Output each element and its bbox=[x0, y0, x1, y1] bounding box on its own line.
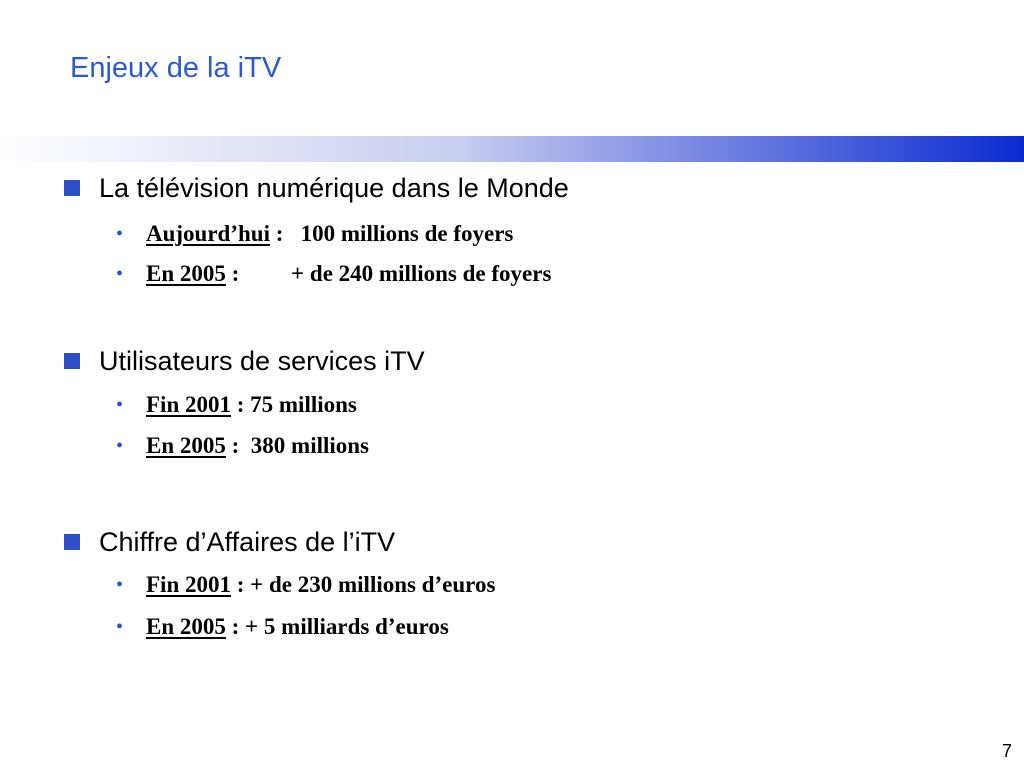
square-bullet-icon bbox=[64, 534, 80, 550]
list-item: • En 2005 : + de 240 millions de foyers bbox=[116, 260, 551, 288]
item-label: En 2005 bbox=[146, 614, 226, 639]
item-value: : 100 millions de foyers bbox=[269, 221, 514, 246]
square-bullet-icon bbox=[64, 353, 80, 369]
dot-bullet-icon: • bbox=[116, 434, 124, 457]
item-label: Fin 2001 bbox=[146, 392, 231, 417]
dot-bullet-icon: • bbox=[116, 393, 124, 416]
section-heading: Utilisateurs de services iTV bbox=[64, 344, 425, 378]
section-heading-text: Chiffre d’Affaires de l’iTV bbox=[99, 526, 396, 557]
slide-title: Enjeux de la iTV bbox=[70, 52, 282, 84]
section-heading-text: La télévision numérique dans le Monde bbox=[99, 172, 569, 203]
section-heading: La télévision numérique dans le Monde bbox=[64, 171, 569, 205]
dot-bullet-icon: • bbox=[116, 615, 124, 638]
dot-bullet-icon: • bbox=[116, 573, 124, 596]
list-item: • Fin 2001 : + de 230 millions d’euros bbox=[116, 571, 495, 599]
list-item: • En 2005 : + 5 milliards d’euros bbox=[116, 613, 449, 641]
list-item: • En 2005 : 380 millions bbox=[116, 432, 369, 460]
section-heading: Chiffre d’Affaires de l’iTV bbox=[64, 525, 395, 559]
item-label: En 2005 bbox=[146, 433, 226, 458]
dot-bullet-icon: • bbox=[116, 222, 124, 245]
item-value: : 75 millions bbox=[230, 392, 357, 417]
square-bullet-icon bbox=[64, 180, 80, 196]
item-label: Fin 2001 bbox=[146, 572, 231, 597]
item-label: Aujourd’hui bbox=[146, 221, 270, 246]
page-number: 7 bbox=[1001, 741, 1012, 761]
item-value: : + 5 milliards d’euros bbox=[225, 614, 449, 639]
list-item: • Fin 2001 : 75 millions bbox=[116, 391, 357, 419]
item-value: : 380 millions bbox=[225, 433, 370, 458]
title-gradient-bar bbox=[0, 136, 1024, 162]
section-heading-text: Utilisateurs de services iTV bbox=[99, 345, 425, 376]
item-label: En 2005 bbox=[146, 261, 226, 286]
dot-bullet-icon: • bbox=[116, 262, 124, 285]
item-value: : + de 240 millions de foyers bbox=[225, 261, 552, 286]
list-item: • Aujourd’hui : 100 millions de foyers bbox=[116, 220, 513, 248]
item-value: : + de 230 millions d’euros bbox=[230, 572, 496, 597]
